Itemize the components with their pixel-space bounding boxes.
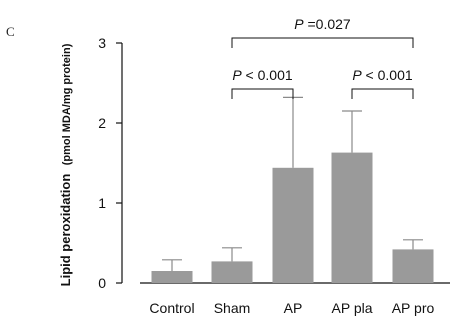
significance-bracket [231,88,294,99]
y-axis-title-main: Lipid peroxidation [58,174,73,287]
y-axis: 0 1 2 3 [98,35,123,291]
category-labels: Control Sham AP AP pla AP pro [149,300,434,316]
y-tick-label: 0 [98,275,106,291]
category-label: AP [284,300,303,316]
significance-annotations: P =0.027 P < 0.001 P < 0.001 [231,16,414,99]
error-bars [162,96,423,271]
category-label: AP pla [332,300,373,316]
y-axis-title-unit: (pmol MDA/mg protein) [61,43,73,165]
y-axis-title: Lipid peroxidation (pmol MDA/mg protein) [57,43,74,286]
svg-text:Lipid peroxidation (pmol: Lipid peroxidation (pmol MDA/mg protein) [57,43,74,286]
category-label: Control [149,300,194,316]
bars [151,152,434,283]
significance-label: P < 0.001 [352,67,413,83]
category-label: AP pro [392,300,435,316]
y-tick-label: 1 [98,195,106,211]
significance-label: P < 0.001 [232,67,293,83]
bar-sham [211,261,253,283]
bar-ap-pro [392,249,434,283]
significance-bracket [231,37,414,48]
panel-label: C [6,24,15,39]
bar-ap [272,167,314,283]
bar-control [151,271,193,283]
category-label: Sham [214,300,251,316]
y-tick-label: 2 [98,115,106,131]
significance-label: P =0.027 [294,16,351,32]
y-tick-label: 3 [98,35,106,51]
bar-ap-pla [331,152,373,283]
significance-bracket [351,88,414,99]
